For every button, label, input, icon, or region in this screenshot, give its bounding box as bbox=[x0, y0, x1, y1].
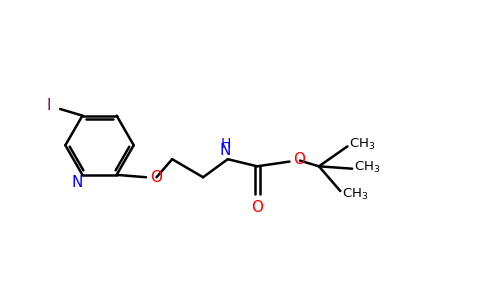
Text: N: N bbox=[71, 176, 82, 190]
Text: O: O bbox=[251, 200, 263, 215]
Text: CH$_3$: CH$_3$ bbox=[342, 187, 369, 202]
Text: N: N bbox=[220, 143, 231, 158]
Text: I: I bbox=[46, 98, 51, 113]
Text: H: H bbox=[220, 137, 230, 151]
Text: O: O bbox=[150, 170, 162, 185]
Text: O: O bbox=[293, 152, 305, 167]
Text: CH$_3$: CH$_3$ bbox=[349, 137, 376, 152]
Text: CH$_3$: CH$_3$ bbox=[354, 160, 380, 175]
